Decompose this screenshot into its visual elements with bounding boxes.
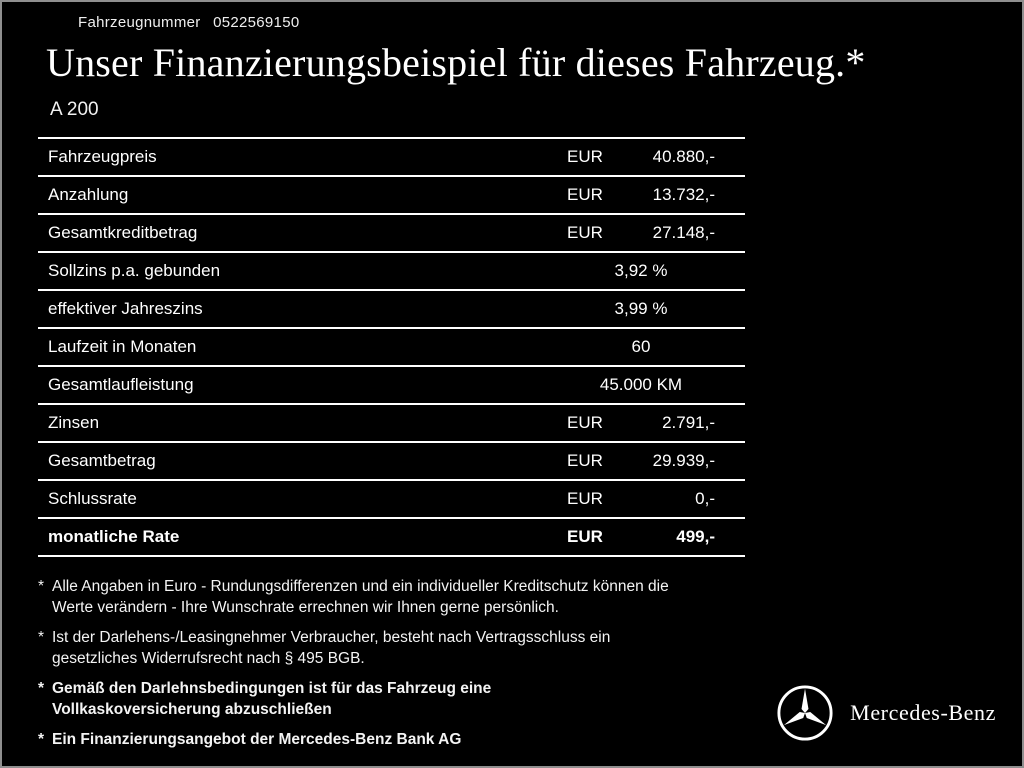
footnote-text: Alle Angaben in Euro - Rundungsdifferenz…	[52, 578, 669, 616]
row-currency: EUR	[567, 413, 603, 432]
brand-name: Mercedes-Benz	[850, 700, 996, 725]
row-value-area: 3,92 %	[567, 261, 715, 281]
row-currency: EUR	[567, 185, 603, 204]
footnotes: * Alle Angaben in Euro - Rundungsdiffere…	[38, 577, 768, 750]
row-value: 60	[631, 337, 651, 356]
brand-area: Mercedes-Benz	[776, 684, 996, 742]
table-row: Anzahlung EUR 13.732,-	[38, 177, 745, 215]
row-value-area: EUR 27.148,-	[567, 223, 715, 243]
vehicle-number: Fahrzeugnummer 0522569150	[78, 14, 1022, 31]
vehicle-model: A 200	[50, 99, 99, 120]
vehicle-number-label: Fahrzeugnummer	[78, 14, 201, 31]
row-label: Gesamtkreditbetrag	[48, 223, 198, 242]
row-value-area: EUR 2.791,-	[567, 413, 715, 433]
footnote-marker: *	[38, 628, 45, 646]
row-value: 3,92 %	[614, 261, 668, 280]
footnote-text: Ein Finanzierungsangebot der Mercedes-Be…	[52, 730, 462, 748]
table-row: Schlussrate EUR 0,-	[38, 481, 745, 519]
page-title: Unser Finanzierungsbeispiel für dieses F…	[46, 40, 866, 85]
row-value: 13.732,-	[652, 185, 715, 204]
footnote-text: Gemäß den Darlehnsbedingungen ist für da…	[52, 679, 492, 718]
row-label: Schlussrate	[48, 489, 137, 508]
footnote: * Ein Finanzierungsangebot der Mercedes-…	[38, 730, 768, 751]
table-row: Zinsen EUR 2.791,-	[38, 405, 745, 443]
row-label: Zinsen	[48, 413, 100, 432]
table-row: Gesamtkreditbetrag EUR 27.148,-	[38, 215, 745, 253]
row-label: monatliche Rate	[48, 527, 180, 546]
row-value: 2.791,-	[662, 413, 715, 432]
row-value: 3,99 %	[614, 299, 668, 318]
row-value-area: EUR 29.939,-	[567, 451, 715, 471]
footnote-marker: *	[38, 679, 45, 697]
table-row: Fahrzeugpreis EUR 40.880,-	[38, 139, 745, 177]
row-label: effektiver Jahreszins	[48, 299, 203, 318]
row-label: Gesamtbetrag	[48, 451, 156, 470]
footnote: * Alle Angaben in Euro - Rundungsdiffere…	[38, 577, 768, 619]
row-currency: EUR	[567, 489, 603, 508]
row-value: 40.880,-	[652, 147, 715, 166]
row-currency: EUR	[567, 451, 603, 470]
row-value-area: EUR 499,-	[567, 527, 715, 547]
vehicle-number-value: 0522569150	[213, 14, 300, 31]
row-currency: EUR	[567, 527, 603, 546]
footnote-text: Ist der Darlehens-/Leasingnehmer Verbrau…	[52, 628, 611, 667]
row-label: Laufzeit in Monaten	[48, 337, 197, 356]
table-row: monatliche Rate EUR 499,-	[38, 519, 745, 557]
table-row: Laufzeit in Monaten 60	[38, 329, 745, 367]
mercedes-star-icon	[777, 685, 833, 741]
row-value: 499,-	[676, 527, 715, 546]
table-row: Sollzins p.a. gebunden 3,92 %	[38, 253, 745, 291]
table-row: Gesamtlaufleistung 45.000 KM	[38, 367, 745, 405]
table-row: effektiver Jahreszins 3,99 %	[38, 291, 745, 329]
row-value-area: 60	[567, 337, 715, 357]
row-value-area: EUR 13.732,-	[567, 185, 715, 205]
row-value: 0,-	[695, 489, 715, 508]
row-currency: EUR	[567, 223, 603, 242]
row-value: 29.939,-	[652, 451, 715, 470]
finance-table: Fahrzeugpreis EUR 40.880,- Anzahlung EUR…	[38, 137, 745, 557]
footnote-marker: *	[38, 730, 45, 748]
row-value-area: EUR 0,-	[567, 489, 715, 509]
row-label: Gesamtlaufleistung	[48, 375, 194, 394]
row-label: Fahrzeugpreis	[48, 147, 157, 166]
row-value: 27.148,-	[652, 223, 715, 242]
row-currency: EUR	[567, 147, 603, 166]
footnote: * Ist der Darlehens-/Leasingnehmer Verbr…	[38, 628, 768, 670]
row-label: Anzahlung	[48, 185, 129, 204]
footnote: * Gemäß den Darlehnsbedingungen ist für …	[38, 679, 768, 721]
table-row: Gesamtbetrag EUR 29.939,-	[38, 443, 745, 481]
row-label: Sollzins p.a. gebunden	[48, 261, 221, 280]
footnote-marker: *	[38, 578, 45, 595]
row-value-area: EUR 40.880,-	[567, 147, 715, 167]
row-value-area: 45.000 KM	[567, 375, 715, 395]
row-value: 45.000 KM	[599, 375, 683, 394]
row-value-area: 3,99 %	[567, 299, 715, 319]
